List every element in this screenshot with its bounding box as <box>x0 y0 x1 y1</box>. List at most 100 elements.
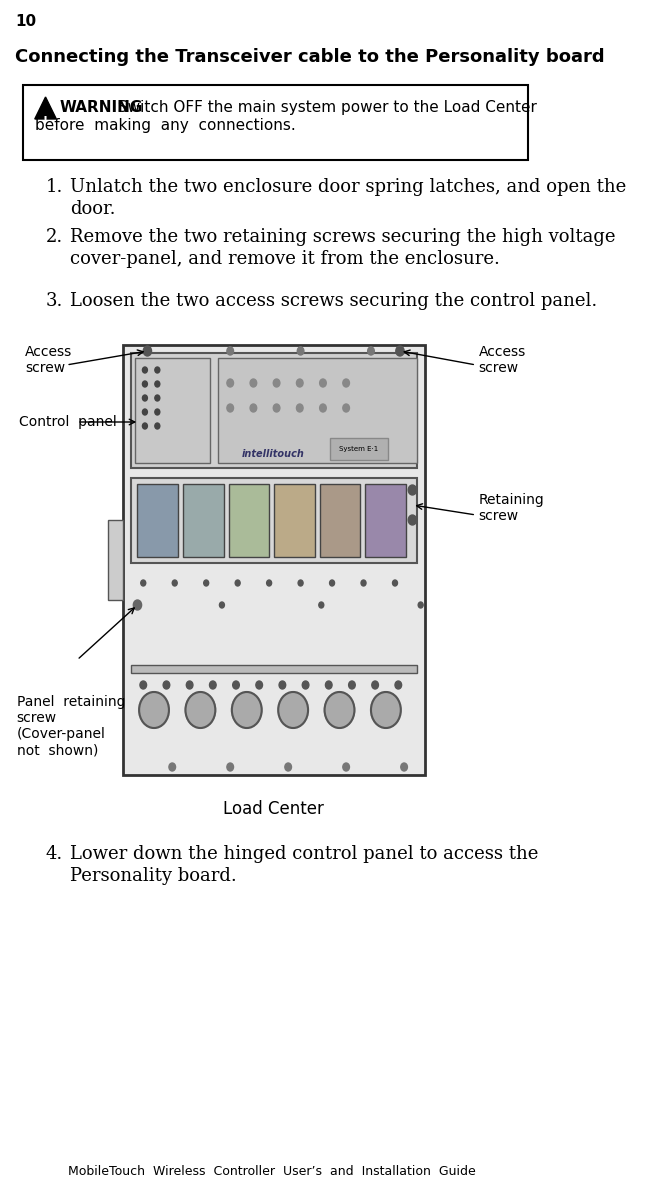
Text: !: ! <box>43 116 48 126</box>
Circle shape <box>169 763 175 771</box>
Circle shape <box>227 763 233 771</box>
Circle shape <box>330 581 334 586</box>
Circle shape <box>343 404 350 412</box>
Text: door.: door. <box>70 200 116 218</box>
Circle shape <box>296 404 303 412</box>
Circle shape <box>325 693 354 728</box>
Circle shape <box>143 381 147 387</box>
FancyBboxPatch shape <box>137 484 178 557</box>
Circle shape <box>278 693 308 728</box>
Text: Loosen the two access screws securing the control panel.: Loosen the two access screws securing th… <box>70 292 598 310</box>
Text: Lower down the hinged control panel to access the: Lower down the hinged control panel to a… <box>70 845 539 863</box>
Text: Panel  retaining
screw
(Cover-panel
not  shown): Panel retaining screw (Cover-panel not s… <box>16 695 125 758</box>
Text: intellitouch: intellitouch <box>242 449 305 459</box>
Circle shape <box>297 347 304 355</box>
Circle shape <box>219 602 225 608</box>
Circle shape <box>361 581 366 586</box>
Circle shape <box>250 404 257 412</box>
Circle shape <box>368 347 374 355</box>
Circle shape <box>163 681 170 689</box>
Circle shape <box>408 515 417 524</box>
Circle shape <box>155 381 160 387</box>
FancyBboxPatch shape <box>135 358 210 462</box>
Circle shape <box>143 367 147 373</box>
Circle shape <box>343 379 350 387</box>
Circle shape <box>419 602 423 608</box>
Circle shape <box>155 423 160 429</box>
Circle shape <box>302 681 309 689</box>
Text: Retaining
screw: Retaining screw <box>479 493 545 523</box>
FancyBboxPatch shape <box>131 665 417 673</box>
FancyBboxPatch shape <box>23 85 528 160</box>
Text: cover-panel, and remove it from the enclosure.: cover-panel, and remove it from the encl… <box>70 250 500 268</box>
FancyBboxPatch shape <box>108 520 123 600</box>
Text: 3.: 3. <box>45 292 63 310</box>
Circle shape <box>139 693 169 728</box>
Text: MobileTouch  Wireless  Controller  User’s  and  Installation  Guide: MobileTouch Wireless Controller User’s a… <box>68 1165 476 1178</box>
Circle shape <box>233 681 239 689</box>
Circle shape <box>172 581 177 586</box>
Text: Access
screw: Access screw <box>25 344 72 375</box>
Circle shape <box>279 681 286 689</box>
Circle shape <box>140 681 147 689</box>
FancyBboxPatch shape <box>320 484 360 557</box>
Circle shape <box>185 693 215 728</box>
Text: 1.: 1. <box>45 178 63 195</box>
Circle shape <box>395 681 401 689</box>
Text: Remove the two retaining screws securing the high voltage: Remove the two retaining screws securing… <box>70 228 616 246</box>
Text: Load Center: Load Center <box>223 800 324 818</box>
Circle shape <box>349 681 355 689</box>
Circle shape <box>155 395 160 401</box>
FancyBboxPatch shape <box>217 358 417 462</box>
FancyBboxPatch shape <box>229 484 269 557</box>
Circle shape <box>143 346 152 356</box>
FancyBboxPatch shape <box>274 484 315 557</box>
Text: System E·1: System E·1 <box>339 446 378 452</box>
Text: Control  panel: Control panel <box>19 415 117 429</box>
Circle shape <box>133 600 142 610</box>
Circle shape <box>273 379 280 387</box>
FancyBboxPatch shape <box>183 484 223 557</box>
Circle shape <box>155 367 160 373</box>
Circle shape <box>325 681 332 689</box>
Circle shape <box>141 581 146 586</box>
Circle shape <box>232 693 261 728</box>
Circle shape <box>298 581 303 586</box>
Circle shape <box>396 346 404 356</box>
Circle shape <box>256 681 263 689</box>
FancyBboxPatch shape <box>123 344 425 775</box>
Circle shape <box>235 581 240 586</box>
Circle shape <box>250 379 257 387</box>
Circle shape <box>210 681 216 689</box>
Circle shape <box>285 763 292 771</box>
Circle shape <box>143 423 147 429</box>
Circle shape <box>372 681 378 689</box>
Circle shape <box>401 763 407 771</box>
Circle shape <box>343 763 350 771</box>
Circle shape <box>227 379 233 387</box>
FancyBboxPatch shape <box>131 478 417 563</box>
Circle shape <box>187 681 193 689</box>
Text: Switch OFF the main system power to the Load Center: Switch OFF the main system power to the … <box>114 100 537 114</box>
Text: 10: 10 <box>15 14 36 29</box>
Text: 4.: 4. <box>45 845 63 863</box>
Circle shape <box>204 581 209 586</box>
Circle shape <box>320 379 327 387</box>
Circle shape <box>392 581 397 586</box>
Circle shape <box>320 404 327 412</box>
Circle shape <box>155 409 160 415</box>
FancyBboxPatch shape <box>330 437 388 460</box>
Circle shape <box>227 404 233 412</box>
Text: Access
screw: Access screw <box>479 344 526 375</box>
Circle shape <box>408 485 417 495</box>
Text: Personality board.: Personality board. <box>70 867 237 884</box>
Text: WARNING: WARNING <box>60 100 143 114</box>
Circle shape <box>319 602 324 608</box>
Text: Connecting the Transceiver cable to the Personality board: Connecting the Transceiver cable to the … <box>15 48 604 66</box>
Text: 2.: 2. <box>45 228 63 246</box>
Circle shape <box>296 379 303 387</box>
Text: Unlatch the two enclosure door spring latches, and open the: Unlatch the two enclosure door spring la… <box>70 178 627 195</box>
Circle shape <box>371 693 401 728</box>
Text: before  making  any  connections.: before making any connections. <box>35 118 296 134</box>
FancyBboxPatch shape <box>131 353 417 468</box>
